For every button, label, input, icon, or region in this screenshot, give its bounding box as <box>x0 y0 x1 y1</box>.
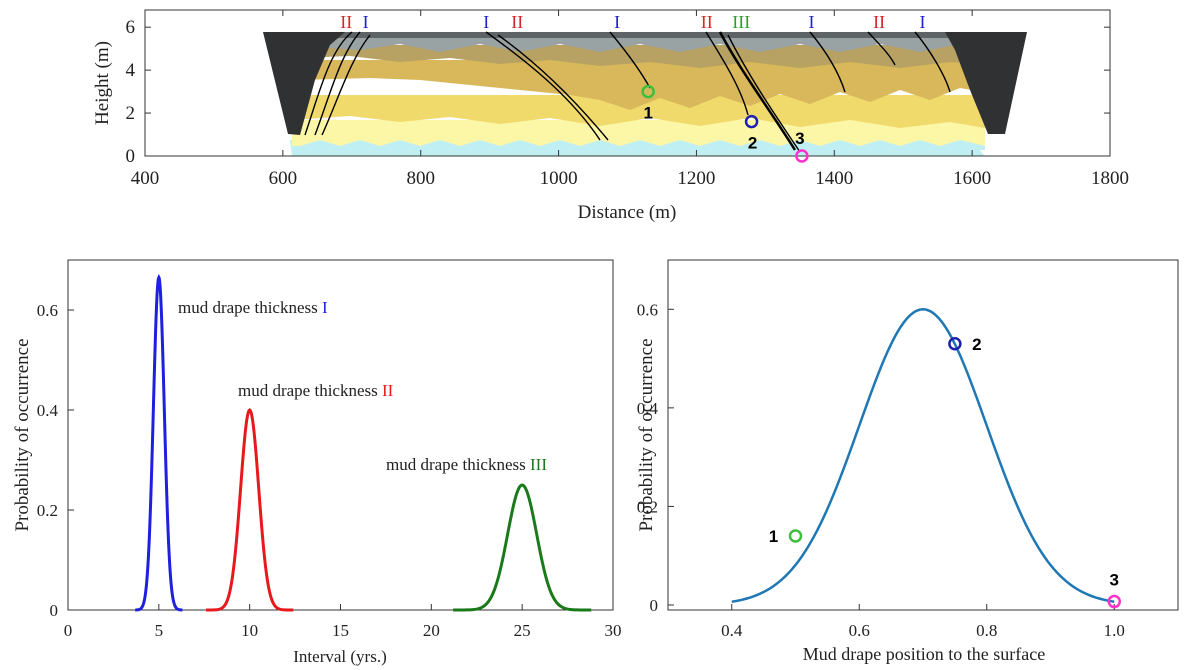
interval-xtick-label: 30 <box>605 621 622 640</box>
top-chart: 400 600 800 1000 1200 1400 1600 1800 0 2 4 6 Distan… <box>92 9 1129 223</box>
position-markers: 1 2 3 <box>769 335 1121 609</box>
annotation-numeral: I <box>322 298 328 317</box>
position-chart: 0.4 0.6 0.8 1.0 0 0.2 0.4 0.6 1 2 3 Mud drape pos… <box>636 259 1179 664</box>
interval-xlabel: Interval (yrs.) <box>293 647 386 666</box>
position-ytick-label: 0.4 <box>637 399 659 418</box>
top-xtick-label: 600 <box>269 168 298 189</box>
marker-label: 2 <box>748 134 757 153</box>
roman-label: I <box>483 12 489 32</box>
sediment-layers <box>263 31 1027 156</box>
layer-light-yellow <box>292 120 985 146</box>
marker-label: 3 <box>795 129 804 148</box>
top-xtick-label: 1600 <box>953 168 991 189</box>
position-curve <box>731 308 1115 603</box>
interval-ytick-label: 0.6 <box>37 301 58 320</box>
top-roman-labels: II I I II I II III I II I <box>340 12 925 32</box>
position-ylabel: Probability of occurrence <box>636 338 657 531</box>
interval-curves <box>135 273 592 612</box>
top-xtick-label: 1400 <box>815 168 853 189</box>
thickness-annotation: mud drape thickness II <box>238 381 394 400</box>
position-xtick-label: 0.8 <box>976 621 997 640</box>
marker-circle <box>795 149 809 163</box>
annotation-prefix: mud drape thickness <box>386 455 530 474</box>
position-xlabel: Mud drape position to the surface <box>803 644 1045 664</box>
position-ytick-label: 0 <box>650 596 659 615</box>
position-xtick-label: 1.0 <box>1104 621 1125 640</box>
right-bank <box>945 32 1027 134</box>
annotation-prefix: mud drape thickness <box>178 298 322 317</box>
top-xlabel: Distance (m) <box>578 202 677 223</box>
roman-label: II <box>511 12 523 32</box>
top-ytick-label: 4 <box>126 60 136 81</box>
foreset-sawtooth <box>300 140 985 150</box>
position-marker-label: 1 <box>769 527 778 546</box>
position-ytick-label: 0.6 <box>637 300 658 319</box>
position-xtick-label: 0.4 <box>721 621 743 640</box>
interval-axis-ticks: 0 5 10 15 20 25 30 0 0.2 0.4 0.6 <box>37 301 622 640</box>
top-xtick-label: 1000 <box>540 168 578 189</box>
position-xtick-label: 0.6 <box>849 621 870 640</box>
position-marker <box>948 337 962 351</box>
interval-xtick-label: 5 <box>155 621 164 640</box>
top-plot-frame <box>144 9 1111 157</box>
position-curves <box>731 308 1115 603</box>
roman-label: I <box>614 12 620 32</box>
interval-xtick-label: 20 <box>423 621 440 640</box>
position-axis-ticks: 0.4 0.6 0.8 1.0 0 0.2 0.4 0.6 <box>637 300 1125 640</box>
roman-label: II <box>701 12 713 32</box>
top-ytick-label: 0 <box>126 146 136 167</box>
position-marker <box>788 529 803 543</box>
interval-ylabel: Probability of occurrence <box>12 338 33 531</box>
interval-curve <box>135 273 183 612</box>
interval-chart: 0 5 10 15 20 25 30 0 0.2 0.4 0.6 mud drape thickne… <box>12 259 622 666</box>
marker-circle <box>744 114 759 129</box>
roman-label: I <box>920 12 926 32</box>
annotation-numeral: II <box>382 381 394 400</box>
mud-drape-curves <box>304 31 951 153</box>
interval-xtick-label: 25 <box>514 621 531 640</box>
left-bank <box>263 32 345 135</box>
roman-label: II <box>340 12 352 32</box>
top-xtick-label: 1200 <box>677 168 715 189</box>
position-plot-frame <box>667 259 1179 611</box>
layer-darkgrey <box>300 32 1000 38</box>
position-marker <box>1107 594 1121 609</box>
marker-label: 1 <box>643 104 652 123</box>
interval-xtick-label: 10 <box>241 621 258 640</box>
top-ylabel: Height (m) <box>92 41 113 125</box>
position-marker-label: 2 <box>972 335 981 354</box>
top-ytick-label: 6 <box>126 17 136 38</box>
roman-label: I <box>809 12 815 32</box>
thickness-annotation: mud drape thickness III <box>386 455 547 474</box>
marker-circle <box>641 84 655 99</box>
top-xtick-label: 400 <box>131 168 160 189</box>
annotation-prefix: mud drape thickness <box>238 381 382 400</box>
roman-label: I <box>363 12 369 32</box>
interval-xtick-label: 15 <box>332 621 349 640</box>
interval-ytick-label: 0.4 <box>37 401 59 420</box>
top-ytick-label: 2 <box>126 103 136 124</box>
top-markers: 1 2 3 <box>641 84 809 163</box>
roman-label: III <box>732 12 750 32</box>
layer-tan <box>300 60 1000 110</box>
thickness-annotation: mud drape thickness I <box>178 298 328 317</box>
interval-ytick-label: 0.2 <box>37 501 58 520</box>
interval-curve <box>206 407 294 612</box>
position-ytick-label: 0.2 <box>637 497 658 516</box>
interval-curve <box>453 483 592 612</box>
top-xtick-label: 1800 <box>1091 168 1129 189</box>
top-axis-ticks: 400 600 800 1000 1200 1400 1600 1800 0 2 4 6 <box>126 10 1129 189</box>
roman-label: II <box>873 12 885 32</box>
position-marker-label: 3 <box>1110 571 1119 590</box>
annotation-numeral: III <box>530 455 547 474</box>
top-xtick-label: 800 <box>406 168 435 189</box>
interval-xtick-label: 0 <box>64 621 73 640</box>
interval-ytick-label: 0 <box>50 601 59 620</box>
